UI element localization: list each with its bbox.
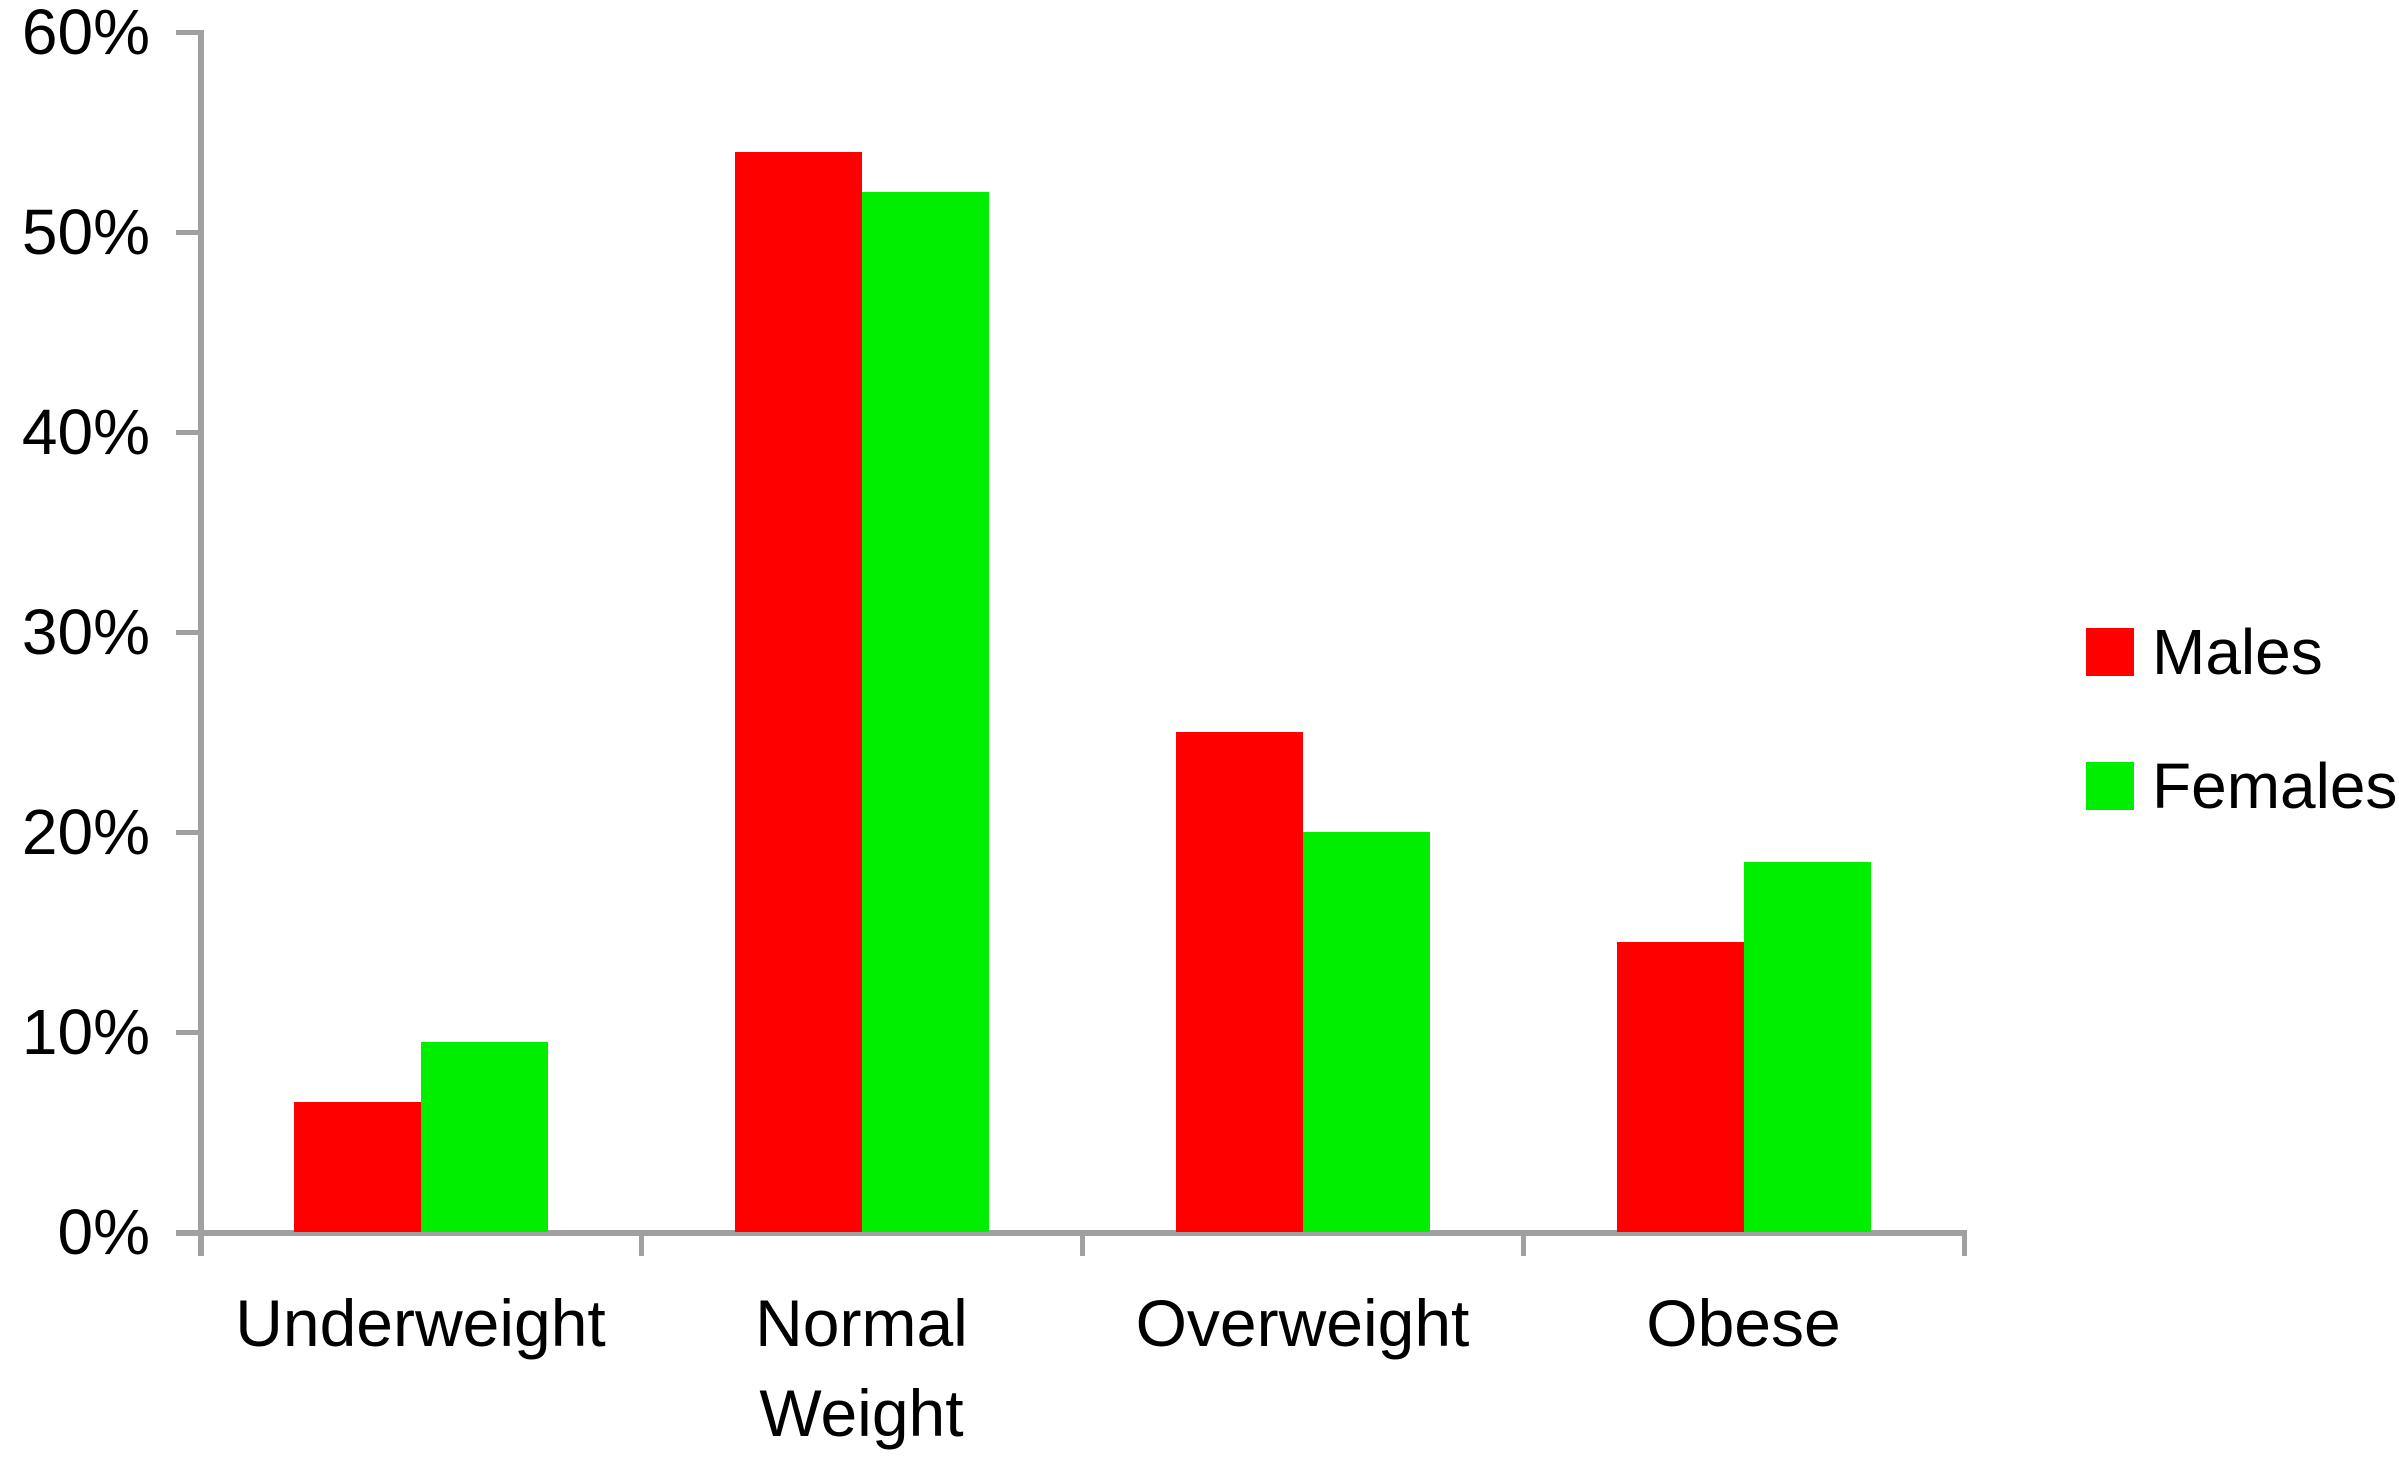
bar-males-overweight — [1175, 732, 1303, 1232]
x-axis-line — [176, 1230, 1967, 1236]
y-axis-tick-label-30%: 30% — [21, 596, 150, 668]
y-axis-tick-20% — [176, 830, 200, 835]
bar-females-overweight — [1302, 832, 1430, 1232]
y-axis-line — [198, 30, 204, 1256]
x-axis-tick-4 — [1962, 1232, 1967, 1256]
y-axis-tick-label-0%: 0% — [57, 1196, 151, 1268]
bar-females-underweight — [420, 1042, 548, 1232]
y-axis-tick-label-50%: 50% — [21, 196, 150, 268]
females-legend-swatch — [2086, 762, 2134, 810]
males-legend-label: Males — [2152, 616, 2323, 688]
bar-males-underweight — [293, 1102, 421, 1232]
x-axis-tick-3 — [1521, 1232, 1526, 1256]
y-axis-tick-label-40%: 40% — [21, 396, 150, 468]
bar-males-normal-weight — [734, 152, 862, 1232]
x-axis-tick-0 — [198, 1232, 203, 1256]
legend: Males Females — [2086, 616, 2397, 822]
y-axis-tick-40% — [176, 430, 200, 435]
y-axis-tick-50% — [176, 230, 200, 235]
x-axis-category-label-underweight: Underweight — [235, 1286, 606, 1360]
y-axis-tick-label-10%: 10% — [21, 996, 150, 1068]
x-axis-category-label-obese: Obese — [1646, 1286, 1841, 1360]
legend-item-females: Females — [2086, 750, 2397, 822]
y-axis-tick-label-20%: 20% — [21, 796, 150, 868]
x-axis-tick-1 — [639, 1232, 644, 1256]
y-axis-tick-60% — [176, 30, 200, 35]
y-axis-tick-0% — [176, 1230, 200, 1235]
x-axis-category-label-normal-weight: Normal Weight — [755, 1286, 968, 1450]
bar-females-obese — [1743, 862, 1871, 1232]
y-axis-tick-label-60%: 60% — [21, 0, 150, 68]
x-axis-tick-2 — [1080, 1232, 1085, 1256]
y-axis-tick-30% — [176, 630, 200, 635]
y-axis-tick-10% — [176, 1030, 200, 1035]
males-legend-swatch — [2086, 628, 2134, 676]
x-axis-category-label-overweight: Overweight — [1135, 1286, 1470, 1360]
bar-males-obese — [1616, 942, 1744, 1232]
legend-item-males: Males — [2086, 616, 2397, 688]
bar-females-normal-weight — [861, 192, 989, 1232]
females-legend-label: Females — [2152, 750, 2398, 822]
